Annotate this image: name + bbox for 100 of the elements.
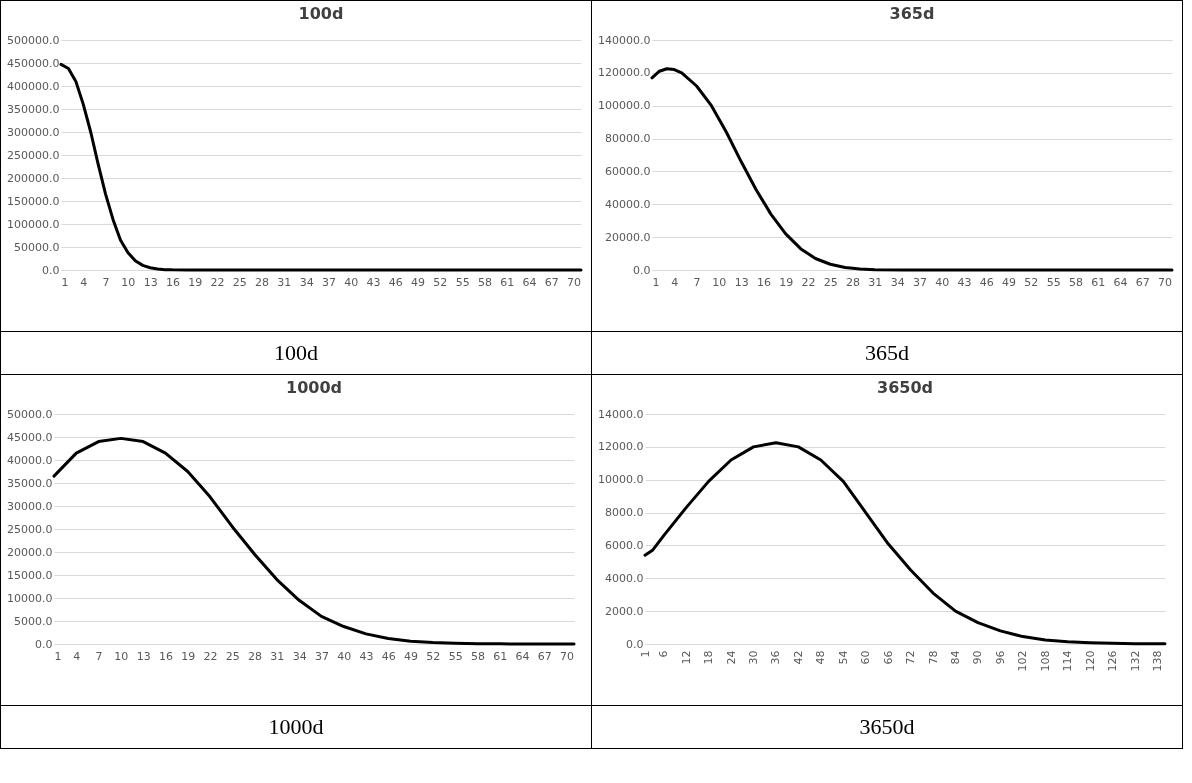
x-tick-label: 7 xyxy=(102,275,110,289)
x-tick-label: 16 xyxy=(158,649,173,663)
y-tick-label: 20000.0 xyxy=(7,545,53,559)
y-tick-label: 0.0 xyxy=(626,637,644,651)
x-tick-label: 49 xyxy=(1002,275,1017,289)
x-tick-label: 4 xyxy=(80,275,88,289)
x-tick-label: 42 xyxy=(791,650,805,665)
x-tick-label: 70 xyxy=(560,649,575,663)
chart-title: 3650d xyxy=(877,378,933,397)
x-tick-label: 40 xyxy=(935,275,950,289)
y-tick-label: 450000.0 xyxy=(7,56,60,70)
x-tick-label: 48 xyxy=(814,650,828,665)
x-tick-label: 13 xyxy=(143,275,158,289)
x-tick-label: 19 xyxy=(188,275,203,289)
x-tick-label: 22 xyxy=(203,649,218,663)
y-tick-label: 50000.0 xyxy=(14,240,60,254)
x-tick-label: 1 xyxy=(54,649,62,663)
y-tick-label: 2000.0 xyxy=(605,604,644,618)
x-tick-label: 72 xyxy=(904,650,918,665)
y-tick-label: 80000.0 xyxy=(605,132,651,146)
x-tick-label: 43 xyxy=(366,275,381,289)
line-series xyxy=(643,441,1167,646)
x-tick-label: 66 xyxy=(881,650,895,665)
y-tick-label: 60000.0 xyxy=(605,164,651,178)
x-tick-label: 13 xyxy=(136,649,151,663)
x-tick-label: 37 xyxy=(912,275,927,289)
x-tick-label: 96 xyxy=(993,650,1007,665)
x-tick-label: 28 xyxy=(248,649,263,663)
x-tick-label: 13 xyxy=(734,275,749,289)
x-tick-label: 19 xyxy=(181,649,196,663)
x-tick-label: 34 xyxy=(299,275,314,289)
x-tick-label: 60 xyxy=(859,650,873,665)
y-tick-label: 10000.0 xyxy=(598,473,644,487)
x-tick-label: 4 xyxy=(671,275,679,289)
chart-title: 100d xyxy=(298,4,344,23)
x-tick-label: 67 xyxy=(537,649,552,663)
x-tick-label: 114 xyxy=(1061,650,1075,672)
y-tick-label: 0.0 xyxy=(35,637,53,651)
y-tick-label: 10000.0 xyxy=(7,591,53,605)
x-tick-label: 67 xyxy=(1135,275,1150,289)
x-tick-label: 16 xyxy=(165,275,180,289)
x-tick-label: 4 xyxy=(73,649,81,663)
y-tick-label: 6000.0 xyxy=(605,538,644,552)
y-tick-label: 100000.0 xyxy=(598,99,651,113)
x-tick-label: 58 xyxy=(1068,275,1083,289)
x-tick-label: 31 xyxy=(277,275,292,289)
x-tick-label: 1 xyxy=(652,275,660,289)
x-tick-label: 58 xyxy=(477,275,492,289)
y-tick-label: 0.0 xyxy=(42,263,60,277)
x-tick-label: 18 xyxy=(702,650,716,665)
x-tick-label: 10 xyxy=(121,275,136,289)
y-tick-label: 500000.0 xyxy=(7,33,60,47)
y-tick-label: 8000.0 xyxy=(605,506,644,520)
x-tick-label: 138 xyxy=(1151,650,1165,672)
x-tick-label: 28 xyxy=(846,275,861,289)
y-tick-label: 350000.0 xyxy=(7,102,60,116)
x-tick-label: 19 xyxy=(779,275,794,289)
y-tick-label: 15000.0 xyxy=(7,568,53,582)
y-tick-label: 100000.0 xyxy=(7,217,60,231)
x-tick-label: 34 xyxy=(292,649,307,663)
y-tick-label: 4000.0 xyxy=(605,571,644,585)
x-tick-label: 6 xyxy=(657,650,671,658)
x-tick-label: 25 xyxy=(232,275,247,289)
y-tick-label: 25000.0 xyxy=(7,522,53,536)
x-tick-label: 24 xyxy=(724,650,738,665)
y-tick-label: 50000.0 xyxy=(7,407,53,421)
y-tick-label: 0.0 xyxy=(633,263,651,277)
chart-title: 1000d xyxy=(286,378,342,397)
x-tick-label: 108 xyxy=(1038,650,1052,672)
y-tick-label: 300000.0 xyxy=(7,125,60,139)
x-tick-label: 36 xyxy=(769,650,783,665)
y-tick-label: 12000.0 xyxy=(598,440,644,454)
y-tick-label: 250000.0 xyxy=(7,148,60,162)
x-tick-label: 102 xyxy=(1016,650,1030,672)
x-tick-label: 16 xyxy=(756,275,771,289)
x-tick-label: 70 xyxy=(1158,275,1173,289)
x-tick-label: 1 xyxy=(61,275,69,289)
x-tick-label: 55 xyxy=(1046,275,1061,289)
x-tick-label: 40 xyxy=(337,649,352,663)
x-tick-label: 67 xyxy=(544,275,559,289)
y-tick-label: 45000.0 xyxy=(7,430,53,444)
y-tick-label: 40000.0 xyxy=(7,453,53,467)
x-tick-label: 78 xyxy=(926,650,940,665)
x-tick-label: 61 xyxy=(1091,275,1106,289)
y-tick-label: 30000.0 xyxy=(7,499,53,513)
x-tick-label: 22 xyxy=(801,275,816,289)
x-tick-label: 10 xyxy=(114,649,129,663)
x-tick-label: 25 xyxy=(823,275,838,289)
y-tick-label: 120000.0 xyxy=(598,66,651,80)
x-tick-label: 37 xyxy=(321,275,336,289)
x-tick-label: 37 xyxy=(314,649,329,663)
x-tick-label: 12 xyxy=(679,650,693,665)
x-tick-label: 52 xyxy=(433,275,448,289)
x-tick-label: 31 xyxy=(270,649,285,663)
line-series xyxy=(650,67,1174,272)
x-tick-label: 61 xyxy=(500,275,515,289)
x-tick-label: 70 xyxy=(567,275,582,289)
x-tick-label: 55 xyxy=(448,649,463,663)
x-tick-label: 7 xyxy=(693,275,701,289)
x-tick-label: 46 xyxy=(388,275,403,289)
